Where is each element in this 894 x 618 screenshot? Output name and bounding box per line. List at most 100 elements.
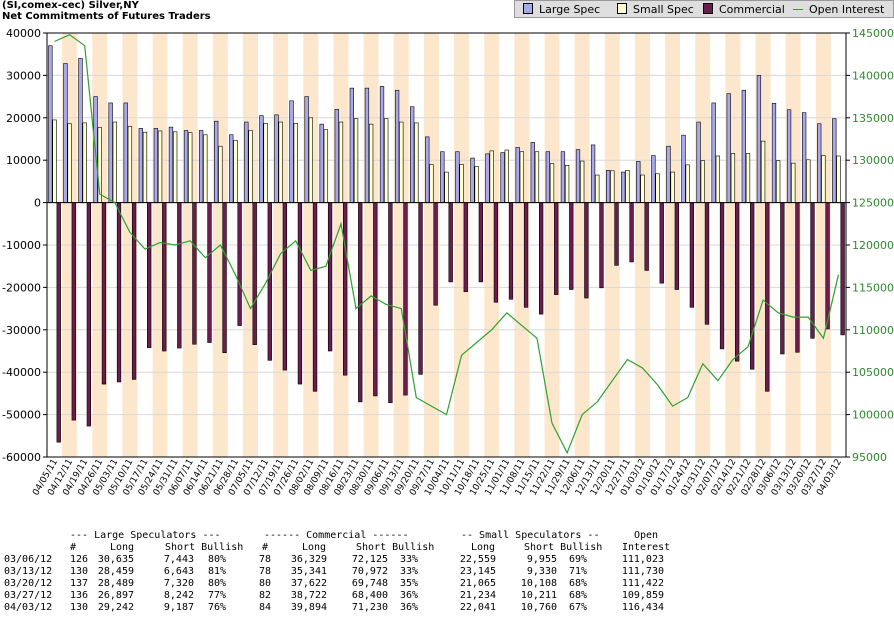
commercial-bar	[237, 202, 242, 326]
small-spec-bar	[685, 164, 690, 203]
table-cell-c-short: 70,972	[351, 566, 388, 577]
large-spec-bar	[198, 130, 204, 203]
y-tick-label: 20000	[6, 112, 41, 125]
small-spec-bar	[338, 121, 344, 203]
y-tick-label: -40000	[2, 366, 41, 379]
y2-tick-label: 140000	[852, 69, 894, 82]
table-cell-date: 03/20/12	[4, 578, 53, 589]
commercial-bar	[780, 202, 785, 355]
large-spec-bar	[274, 114, 279, 203]
legend-label: Open Interest	[809, 3, 885, 16]
table-cell-ls-n: 130	[69, 602, 88, 613]
y2-tick-label: 120000	[852, 239, 894, 252]
small-spec-bar	[549, 163, 555, 203]
table-cell-ls-short: 6,643	[163, 566, 194, 577]
commercial-bar	[614, 202, 619, 266]
y2-tick-label: 130000	[852, 154, 894, 167]
small-spec-bar	[368, 123, 374, 203]
table-cell-c-n: 78	[258, 566, 271, 577]
small-spec-bar	[112, 121, 117, 203]
small-spec-bar	[248, 130, 253, 203]
small-spec-bar	[625, 170, 630, 203]
commercial-bar	[810, 202, 815, 339]
commercial-bar	[312, 202, 318, 392]
small-spec-bar	[760, 140, 766, 203]
commercial-bar	[795, 202, 800, 353]
large-spec-bar	[379, 86, 385, 203]
small-spec-bar	[82, 122, 87, 203]
commercial-bar	[719, 202, 725, 350]
y2-tick-label: 110000	[852, 324, 894, 337]
commercial-bar	[162, 202, 167, 352]
table-cell-ss-bull: 68%	[568, 590, 587, 601]
small-spec-bar	[459, 164, 464, 203]
large-spec-bar	[530, 142, 535, 203]
open-header: Open	[634, 530, 659, 541]
table-cell-ls-bull: 80%	[207, 554, 226, 565]
table-cell-c-bull: 33%	[399, 554, 418, 565]
large-spec-bar	[138, 128, 143, 203]
table-cell-ls-bull: 76%	[207, 602, 226, 613]
commercial-bar	[358, 202, 363, 403]
table-cell-oi: 111,730	[621, 566, 664, 577]
large-spec-bar	[666, 145, 671, 203]
large-spec-bar	[651, 155, 656, 203]
commercial-bar	[463, 202, 468, 292]
large-spec-bar	[410, 106, 415, 203]
small-spec-bar	[489, 150, 494, 203]
large-spec-bar	[425, 136, 430, 203]
large-spec-bar	[63, 63, 68, 203]
commercial-bar	[629, 202, 634, 263]
commercial-swatch	[703, 3, 713, 14]
large-spec-bar	[78, 58, 83, 203]
small-spec-bar	[308, 117, 313, 203]
large-spec-bar	[801, 112, 807, 203]
y-tick-label: 10000	[6, 154, 41, 167]
table-cell-ls-n: 136	[69, 590, 88, 601]
small-spec-bar	[218, 145, 223, 203]
commercial-bar	[734, 202, 740, 362]
large-spec-bar	[364, 87, 370, 203]
small-spec-bar	[791, 162, 796, 203]
large-spec-bar	[545, 151, 550, 203]
y-tick-label: -20000	[2, 281, 41, 294]
commercial-bar	[825, 202, 830, 330]
small-spec-bar	[519, 151, 525, 203]
commercial-bar	[765, 202, 770, 392]
commercial-bar	[508, 202, 514, 300]
commercial-bar	[599, 202, 604, 289]
large-spec-bar	[681, 134, 686, 203]
y-tick-label: 30000	[6, 69, 41, 82]
small-spec-bar	[157, 130, 163, 203]
commercial-bar	[448, 202, 453, 283]
y2-tick-label: 145000	[852, 27, 894, 40]
large-spec-bar	[696, 121, 701, 203]
table-cell-c-n: 78	[258, 554, 271, 565]
table-cell-c-n: 84	[258, 602, 271, 613]
y-tick-label: -60000	[2, 451, 41, 464]
large-spec-bar	[319, 123, 324, 203]
table-cell-c-bull: 35%	[399, 578, 418, 589]
commercial-bar	[388, 202, 393, 404]
table-cell-date: 03/13/12	[4, 566, 53, 577]
table-cell-ls-long: 28,489	[97, 578, 134, 589]
small-spec-bar	[323, 129, 329, 203]
chart-legend: Large Spec Small Spec Commercial Open In…	[514, 0, 894, 18]
large-spec-bar	[244, 121, 249, 203]
table-cell-c-long: 37,622	[290, 578, 327, 589]
table-cell-ss-bull: 67%	[568, 602, 587, 613]
large-spec-bar	[500, 152, 505, 203]
table-cell-c-n: 82	[258, 590, 271, 601]
table-cell-c-long: 36,329	[290, 554, 327, 565]
large-spec-bar	[832, 118, 837, 203]
commercial-bar	[433, 202, 438, 306]
small-spec-bar	[640, 174, 645, 203]
commercial-bar	[207, 202, 212, 343]
large-spec-bar	[334, 109, 339, 203]
commercial-bar	[192, 202, 197, 345]
commercial-bar	[177, 202, 182, 349]
col-header: Interest	[622, 542, 671, 553]
small-spec-bar	[52, 119, 57, 203]
table-cell-ss-long: 21,065	[459, 578, 496, 589]
table-cell-ls-short: 9,187	[163, 602, 194, 613]
